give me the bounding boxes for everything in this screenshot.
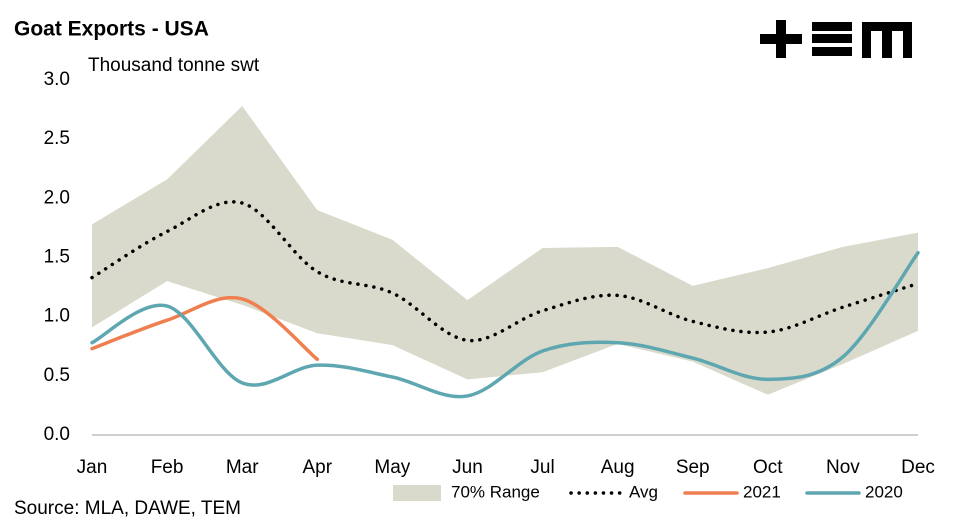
- x-tick-label: Jul: [530, 457, 554, 478]
- y-tick-label: 2.0: [44, 187, 70, 208]
- legend-label: Avg: [629, 482, 658, 501]
- x-tick-label: Jan: [77, 457, 108, 478]
- x-tick-label: Apr: [302, 457, 332, 478]
- y-axis-label: Thousand tonne swt: [88, 55, 260, 76]
- x-tick-label: Sep: [676, 457, 710, 478]
- y-tick-label: 3.0: [44, 69, 70, 90]
- x-tick-label: Feb: [151, 457, 184, 478]
- x-tick-label: Jun: [452, 457, 483, 478]
- series-line: [90, 295, 320, 362]
- y-tick-label: 1.0: [44, 306, 70, 327]
- legend-label: 70% Range: [451, 482, 540, 501]
- x-tick-label: Nov: [826, 457, 860, 478]
- y-tick-label: 2.5: [44, 128, 70, 149]
- x-tick-label: May: [374, 457, 410, 478]
- y-tick-label: 0.0: [44, 424, 70, 445]
- y-tick-label: 1.5: [44, 247, 70, 268]
- source-note: Source: MLA, DAWE, TEM: [14, 498, 241, 519]
- logo: [760, 20, 912, 58]
- y-tick-label: 0.5: [44, 365, 70, 386]
- series-line: [90, 251, 920, 399]
- x-tick-label: Aug: [601, 457, 635, 478]
- chart-title: Goat Exports - USA: [14, 18, 209, 41]
- x-tick-label: Oct: [753, 457, 783, 478]
- legend-label: 2021: [743, 482, 781, 501]
- series-line: [90, 200, 920, 343]
- x-tick-label: Mar: [226, 457, 259, 478]
- x-tick-label: Dec: [901, 457, 935, 478]
- legend-swatch: [393, 485, 441, 501]
- legend-label: 2020: [865, 482, 903, 501]
- range-area: [92, 106, 918, 395]
